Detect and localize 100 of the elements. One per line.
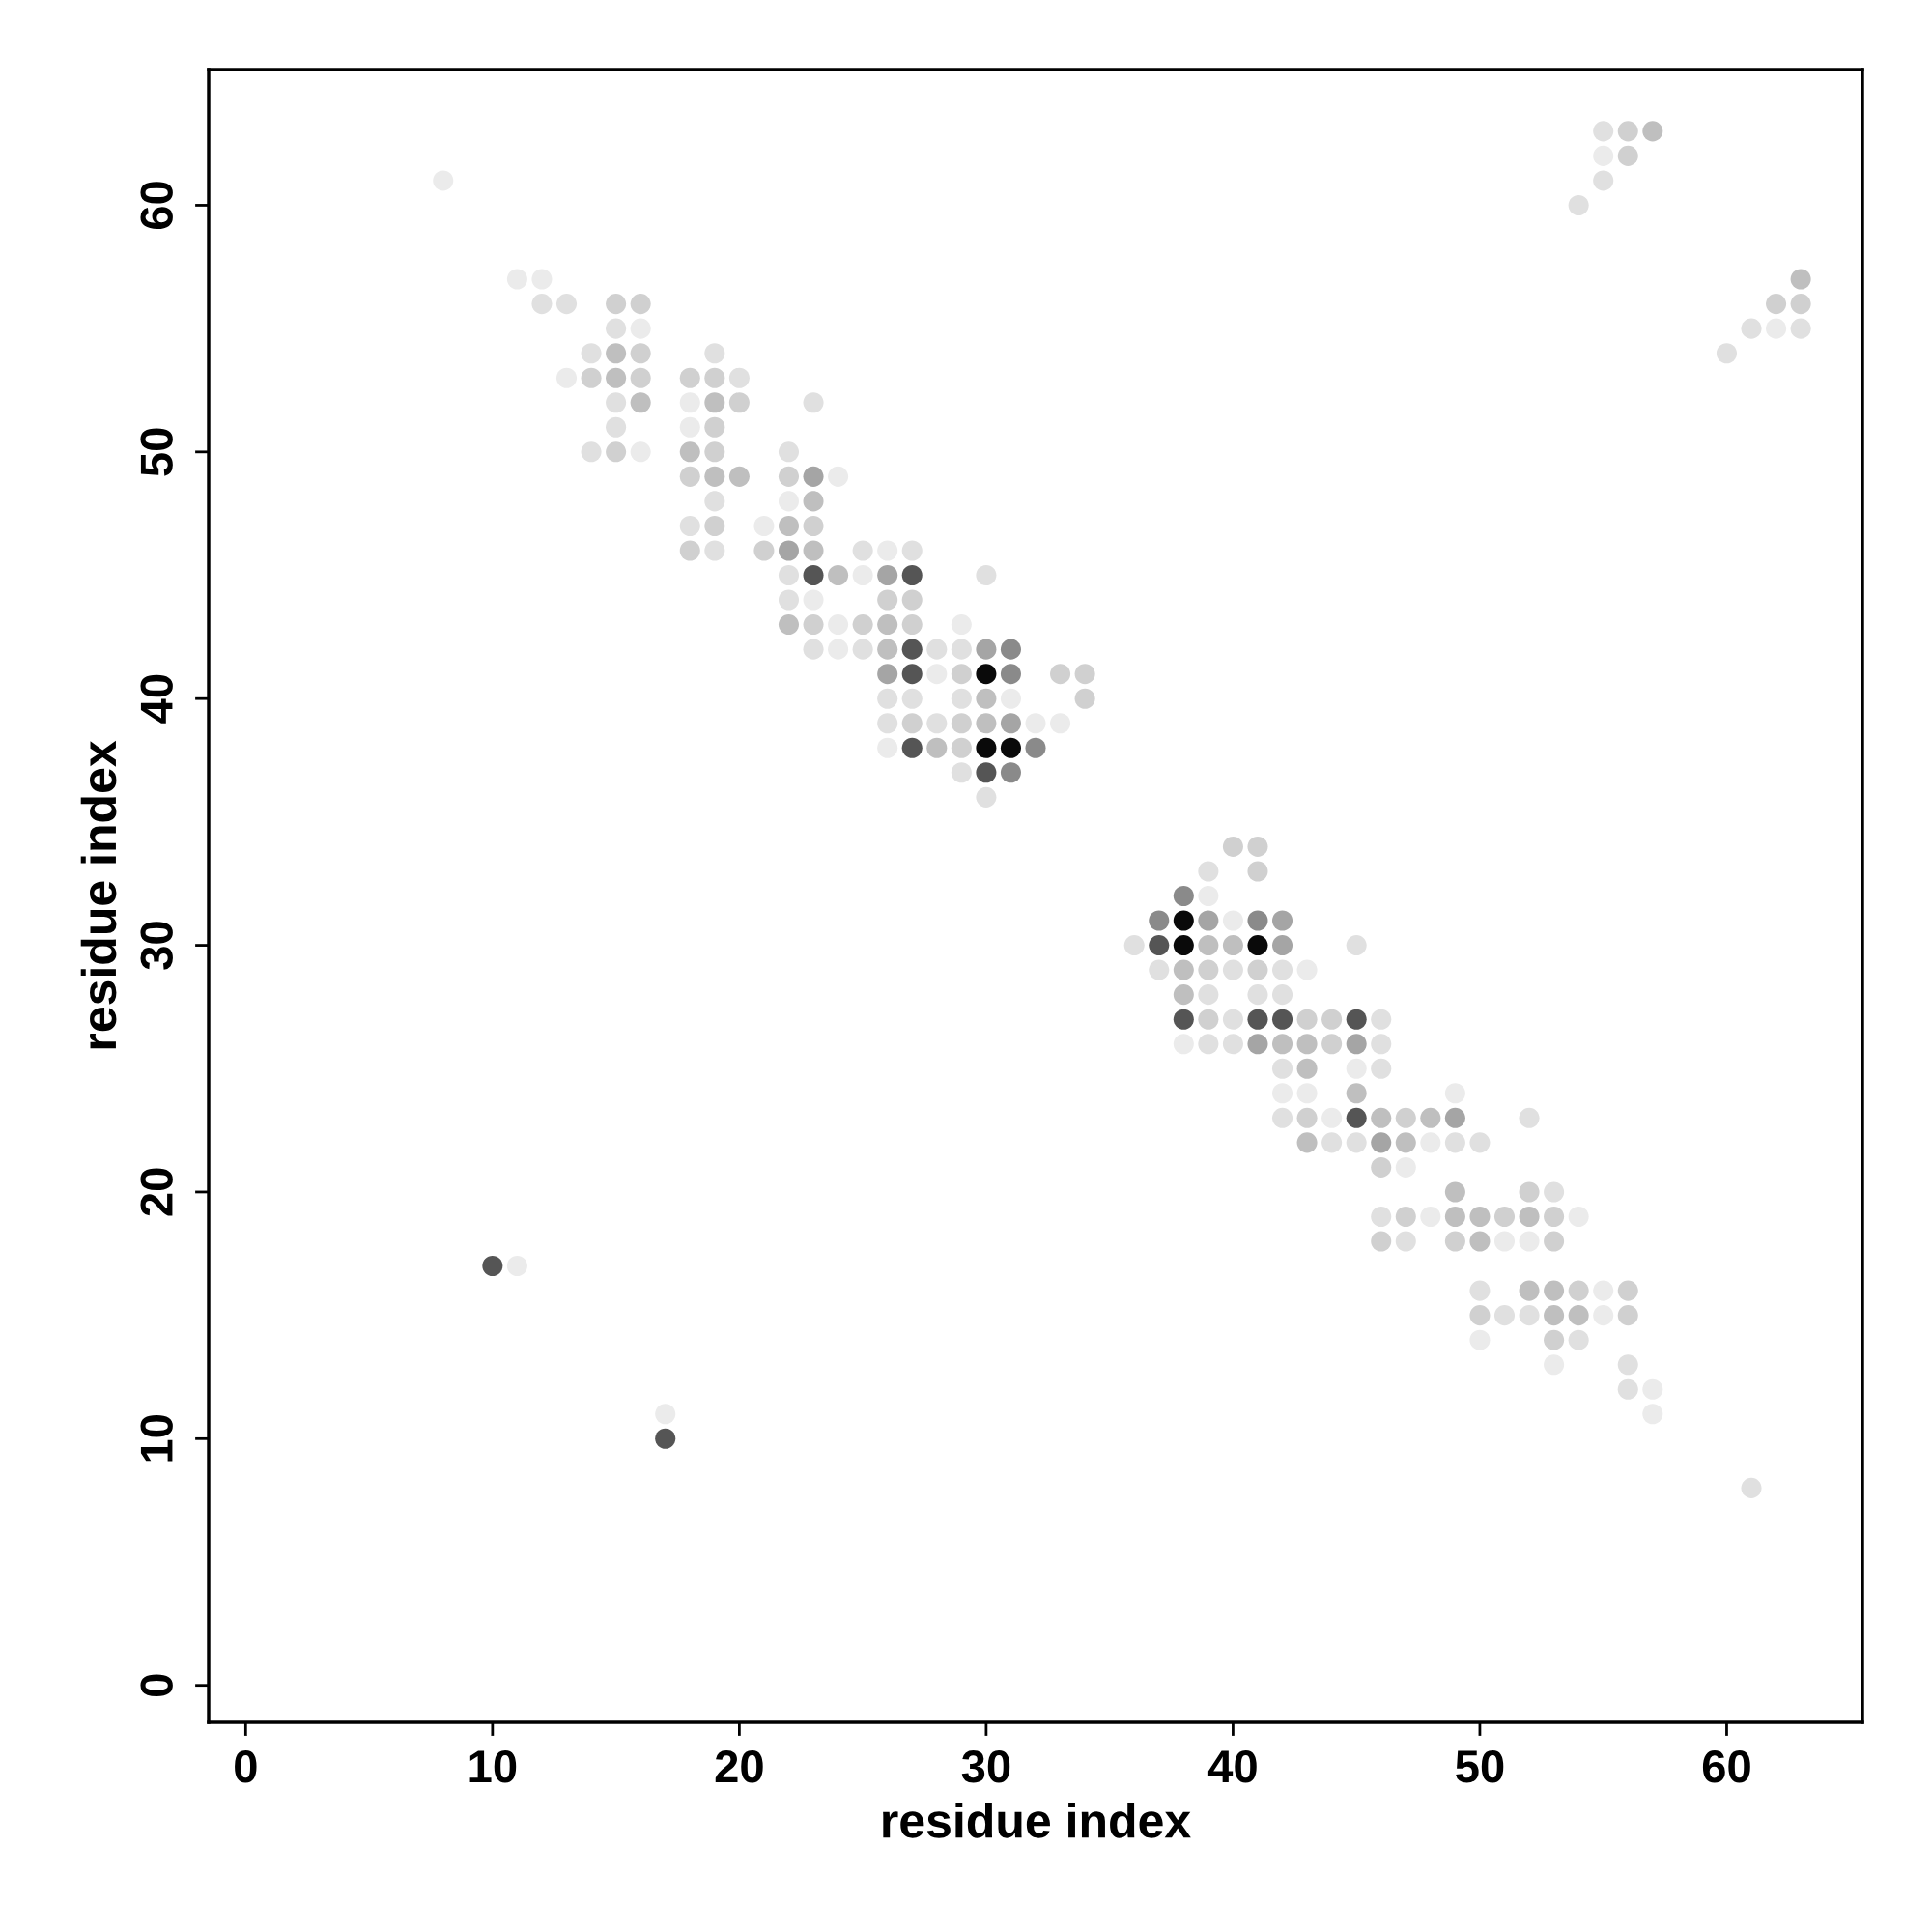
point: [1000, 664, 1021, 685]
point: [1173, 910, 1194, 931]
point: [1271, 935, 1293, 956]
point: [1271, 910, 1293, 931]
point: [1247, 1009, 1268, 1030]
point: [728, 392, 750, 413]
point: [1371, 1107, 1392, 1128]
point: [1247, 1034, 1268, 1055]
point: [1173, 1009, 1194, 1030]
point: [1544, 1305, 1565, 1326]
y-tick-label: 10: [140, 1414, 173, 1462]
point: [1198, 910, 1219, 931]
point: [1493, 1206, 1516, 1228]
point: [1271, 1034, 1293, 1055]
point: [1617, 145, 1638, 166]
x-tick-label: 20: [715, 1750, 763, 1783]
point: [1544, 1231, 1565, 1252]
point: [630, 367, 651, 388]
point: [1222, 836, 1243, 857]
point: [976, 688, 997, 709]
point: [1617, 1305, 1638, 1326]
point: [679, 441, 700, 463]
point: [1346, 1034, 1367, 1055]
point: [630, 343, 651, 364]
point: [778, 614, 800, 636]
point: [877, 589, 898, 611]
point: [877, 664, 898, 685]
point: [901, 589, 923, 611]
point: [1790, 294, 1811, 315]
point: [606, 294, 627, 315]
point: [778, 466, 800, 487]
point: [1519, 1181, 1540, 1203]
point: [753, 540, 775, 561]
y-tick-label: 0: [140, 1674, 173, 1696]
point: [1198, 935, 1219, 956]
x-tick-label: 10: [469, 1750, 517, 1783]
point: [1469, 1305, 1491, 1326]
point: [803, 540, 824, 561]
point: [1198, 1009, 1219, 1030]
point: [976, 664, 997, 685]
point: [704, 515, 725, 536]
point: [1296, 1009, 1318, 1030]
point: [901, 614, 923, 636]
point: [1296, 1058, 1318, 1079]
point: [704, 392, 725, 413]
point: [1296, 1107, 1318, 1128]
point: [926, 737, 948, 758]
point: [482, 1256, 503, 1277]
point: [1000, 762, 1021, 783]
point: [1173, 935, 1194, 956]
point: [630, 392, 651, 413]
point: [1025, 737, 1046, 758]
x-axis-title: residue index: [883, 1802, 1191, 1838]
x-tick-label: 50: [1456, 1750, 1504, 1783]
point: [828, 564, 849, 586]
point: [803, 466, 824, 487]
point: [606, 343, 627, 364]
point: [1247, 935, 1268, 956]
point: [728, 466, 750, 487]
point: [1296, 1034, 1318, 1055]
point: [1544, 1206, 1565, 1228]
point: [1149, 935, 1170, 956]
point: [704, 416, 725, 438]
point: [1420, 1107, 1441, 1128]
x-tick-label: 40: [1208, 1750, 1257, 1783]
point: [679, 367, 700, 388]
point: [1321, 1034, 1343, 1055]
x-tick-label: 0: [235, 1750, 257, 1783]
point: [679, 466, 700, 487]
point: [877, 564, 898, 586]
point: [778, 540, 800, 561]
point: [655, 1428, 676, 1449]
y-tick-label: 40: [140, 674, 173, 724]
point: [606, 367, 627, 388]
point: [679, 540, 700, 561]
point: [1346, 1009, 1367, 1030]
y-tick-label: 50: [140, 428, 173, 476]
point: [1395, 1107, 1416, 1128]
point: [1173, 959, 1194, 980]
y-tick-label: 30: [140, 922, 173, 970]
point: [704, 441, 725, 463]
y-axis-title: residue index: [80, 740, 117, 1049]
point: [1247, 910, 1268, 931]
point: [1544, 1280, 1565, 1301]
point: [976, 713, 997, 734]
point: [1198, 959, 1219, 980]
point: [803, 564, 824, 586]
point: [581, 367, 602, 388]
point: [1568, 1280, 1589, 1301]
point: [1346, 1107, 1367, 1128]
point: [1271, 1009, 1293, 1030]
point: [1247, 836, 1268, 857]
point: [1617, 121, 1638, 142]
point: [630, 294, 651, 315]
x-tick-label: 30: [961, 1750, 1010, 1783]
point: [1346, 1083, 1367, 1104]
point: [1766, 294, 1787, 315]
point: [1544, 1329, 1565, 1350]
point: [1321, 1009, 1343, 1030]
point: [1149, 910, 1170, 931]
